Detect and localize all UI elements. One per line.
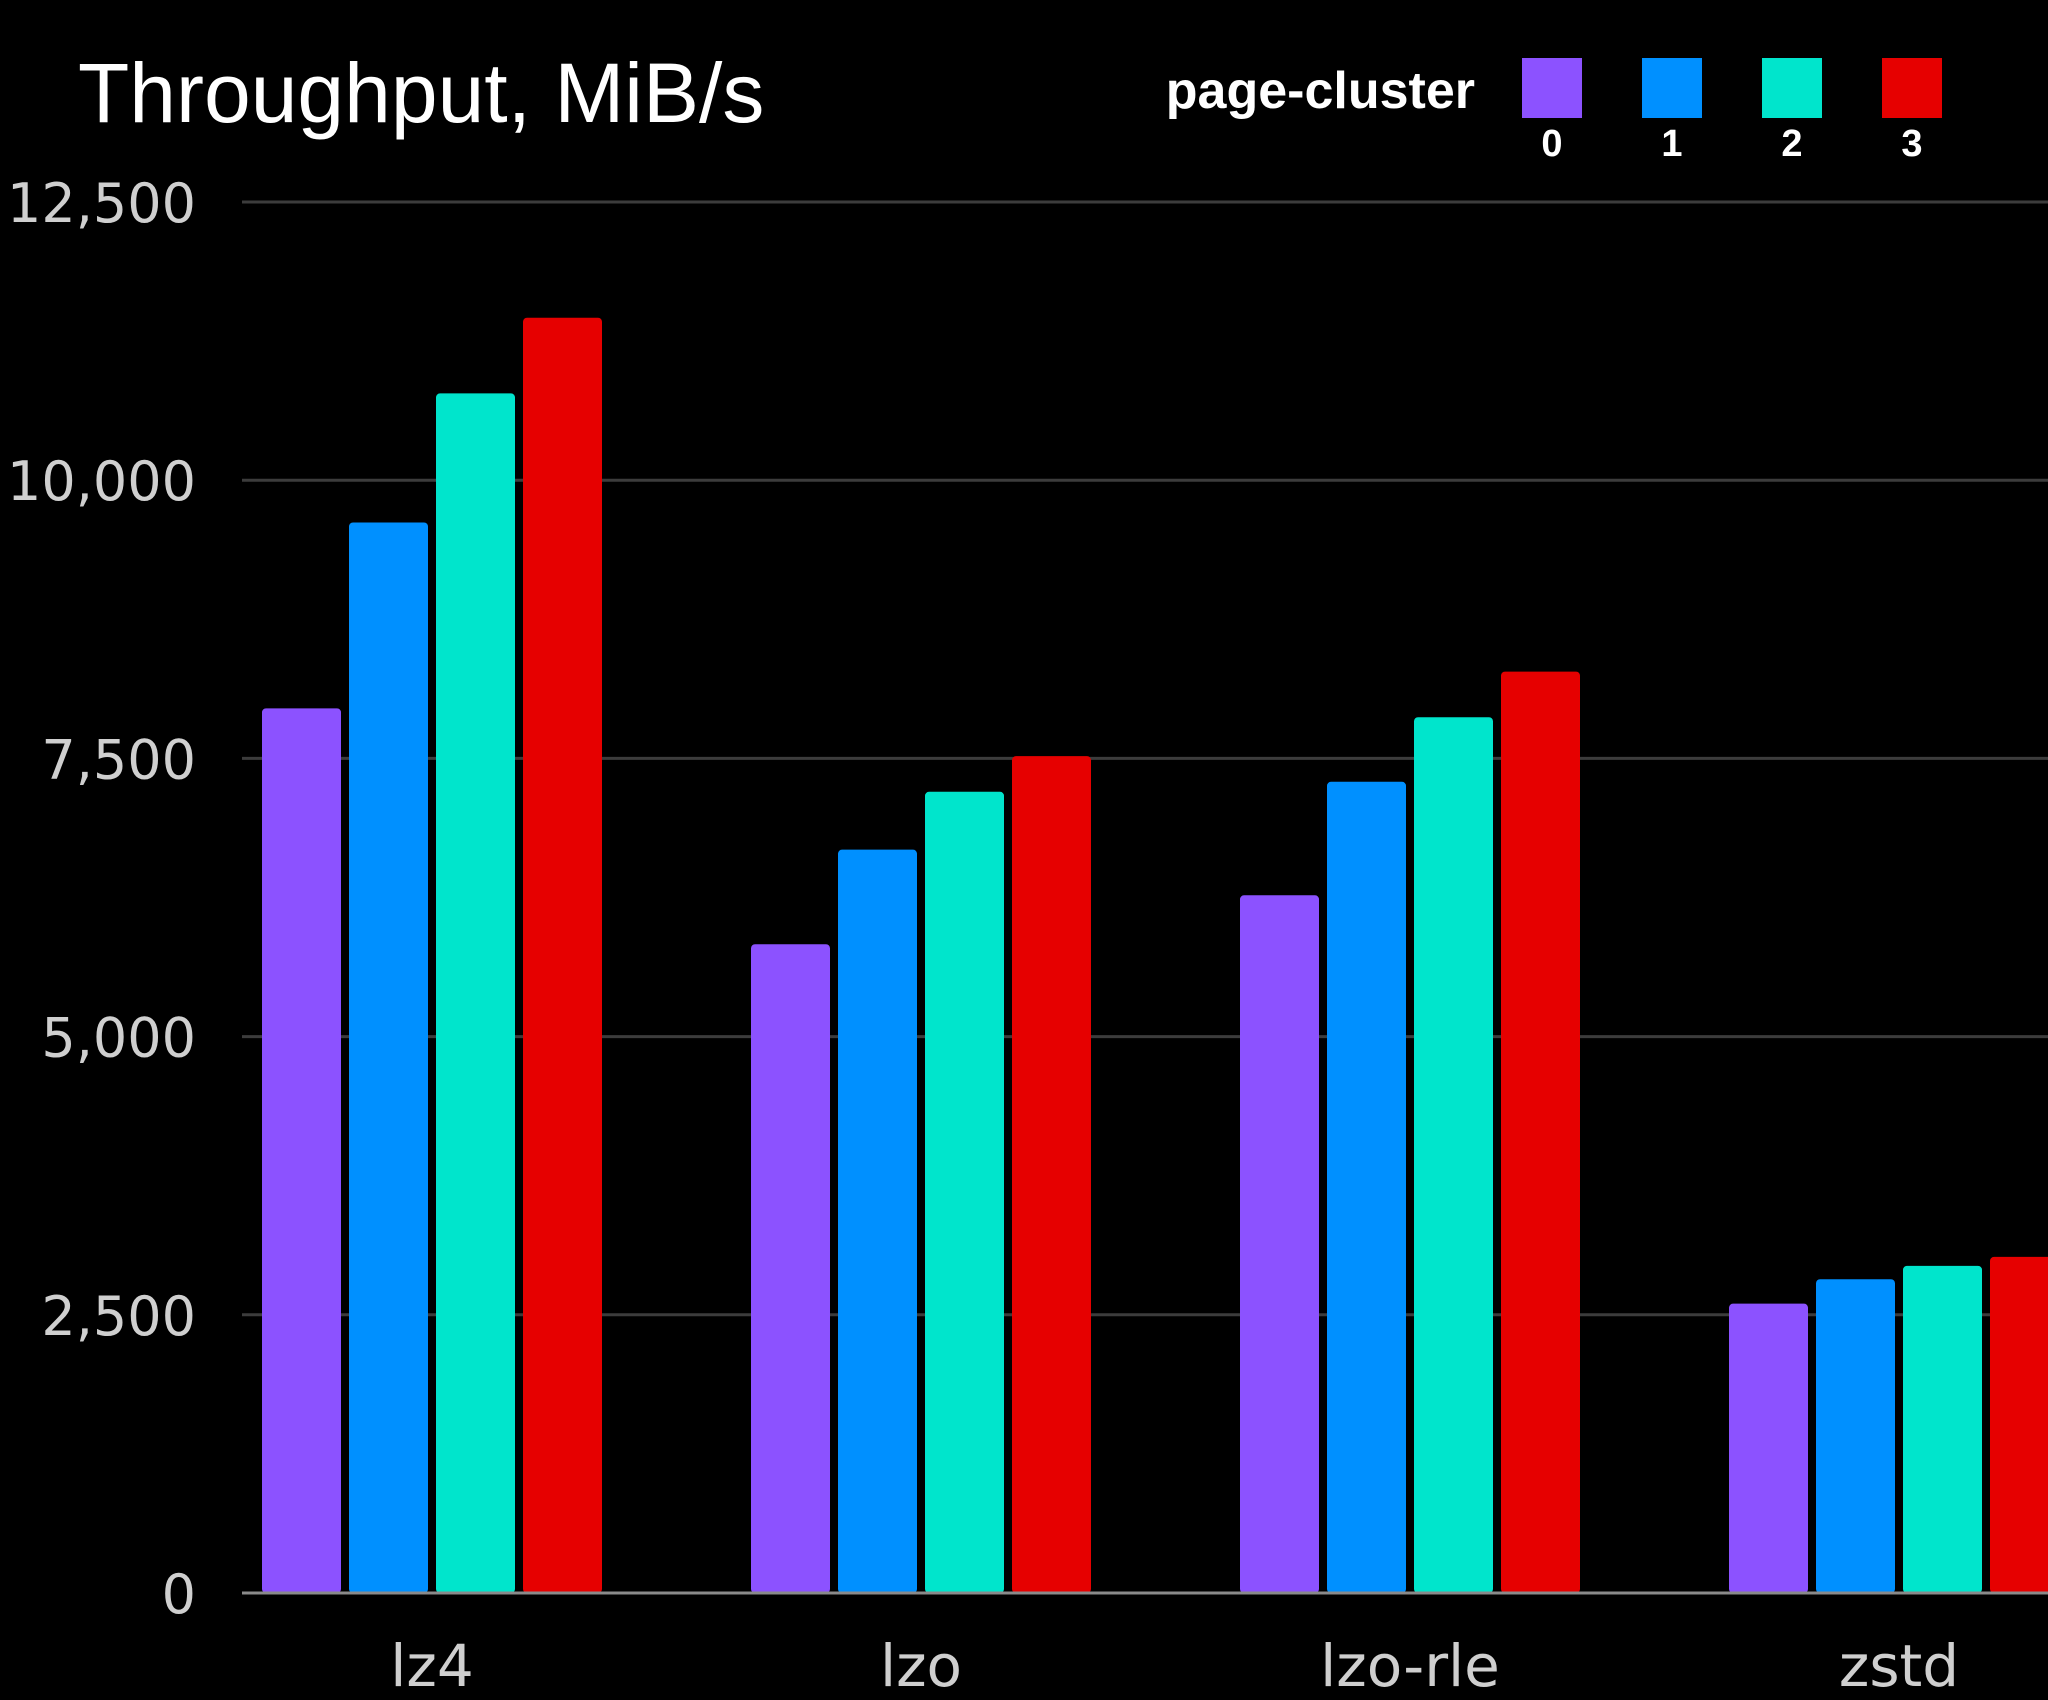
- y-tick-label: 5,000: [41, 1007, 196, 1070]
- bar-zstd-series-1: [1816, 1279, 1895, 1593]
- bar-lz4-series-3: [523, 317, 602, 1593]
- bar-lz4-series-0: [262, 708, 341, 1593]
- x-tick-label: lz4: [390, 1632, 473, 1700]
- bar-lz4-series-2: [436, 393, 515, 1593]
- bar-lzo-rle-series-1: [1327, 781, 1406, 1593]
- y-axis-ticks: 0 2,500 5,000 7,500 10,000 12,500: [7, 172, 196, 1626]
- legend-swatch-1: [1642, 58, 1702, 118]
- y-tick-label: 10,000: [7, 450, 196, 513]
- legend-swatch-0: [1522, 58, 1582, 118]
- x-tick-label: lzo-rle: [1320, 1632, 1500, 1700]
- legend-label: 3: [1901, 123, 1922, 165]
- legend-label: 2: [1781, 123, 1802, 165]
- bars: [262, 317, 2048, 1594]
- legend-swatch-2: [1762, 58, 1822, 118]
- y-tick-label: 0: [162, 1563, 196, 1626]
- bar-lzo-series-2: [925, 791, 1004, 1593]
- legend-label: 1: [1661, 123, 1682, 165]
- chart-title: Throughput, MiB/s: [78, 46, 764, 140]
- bar-lzo-rle-series-2: [1414, 717, 1493, 1593]
- bar-zstd-series-2: [1903, 1265, 1982, 1593]
- x-tick-label: zstd: [1839, 1632, 1959, 1700]
- legend-title: page-cluster: [1166, 62, 1475, 120]
- bar-lz4-series-1: [349, 522, 428, 1594]
- bar-lzo-rle-series-3: [1501, 671, 1580, 1593]
- y-tick-label: 7,500: [41, 728, 196, 791]
- y-tick-label: 2,500: [41, 1285, 196, 1348]
- bar-lzo-series-0: [751, 944, 830, 1593]
- x-axis-labels: lz4 lzo lzo-rle zstd: [390, 1632, 1959, 1700]
- legend-label: 0: [1541, 123, 1562, 165]
- bar-zstd-series-3: [1990, 1256, 2048, 1593]
- legend-swatch-3: [1882, 58, 1942, 118]
- x-tick-label: lzo: [880, 1632, 962, 1700]
- legend: 0 1 2 3: [1522, 58, 1942, 165]
- bar-lzo-series-3: [1012, 756, 1091, 1593]
- bar-zstd-series-0: [1729, 1303, 1808, 1593]
- y-tick-label: 12,500: [7, 172, 196, 235]
- bar-lzo-rle-series-0: [1240, 895, 1319, 1593]
- bar-lzo-series-1: [838, 849, 917, 1593]
